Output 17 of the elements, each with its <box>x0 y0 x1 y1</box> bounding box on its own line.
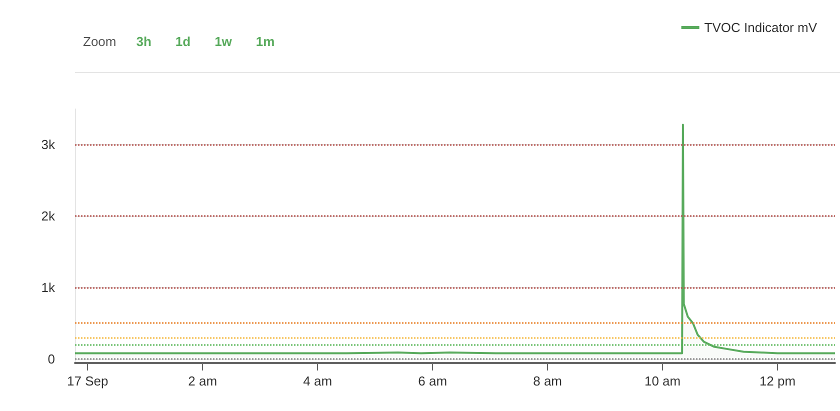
zoom-button[interactable]: 1d <box>163 34 203 49</box>
x-tick-label: 2 am <box>188 374 218 388</box>
legend-label: TVOC Indicator mV <box>704 20 818 35</box>
x-tick-label: 6 am <box>418 374 448 388</box>
x-tick-label: 12 pm <box>759 374 796 388</box>
x-tick-label: 8 am <box>533 374 562 388</box>
x-tick-label: 17 Sep <box>67 374 108 388</box>
y-tick-label: 3k <box>41 137 56 152</box>
zoom-button[interactable]: 1m <box>244 34 287 49</box>
y-tick-label: 2k <box>41 208 56 224</box>
x-tick-label: 4 am <box>303 374 332 388</box>
x-tick-label: 10 am <box>644 374 681 388</box>
y-tick-label: 0 <box>48 351 55 366</box>
zoom-button[interactable]: 1w <box>202 34 244 49</box>
zoom-label: Zoom <box>82 34 118 49</box>
zoom-button[interactable]: 3h <box>124 34 164 49</box>
y-tick-label: 1k <box>41 280 56 296</box>
